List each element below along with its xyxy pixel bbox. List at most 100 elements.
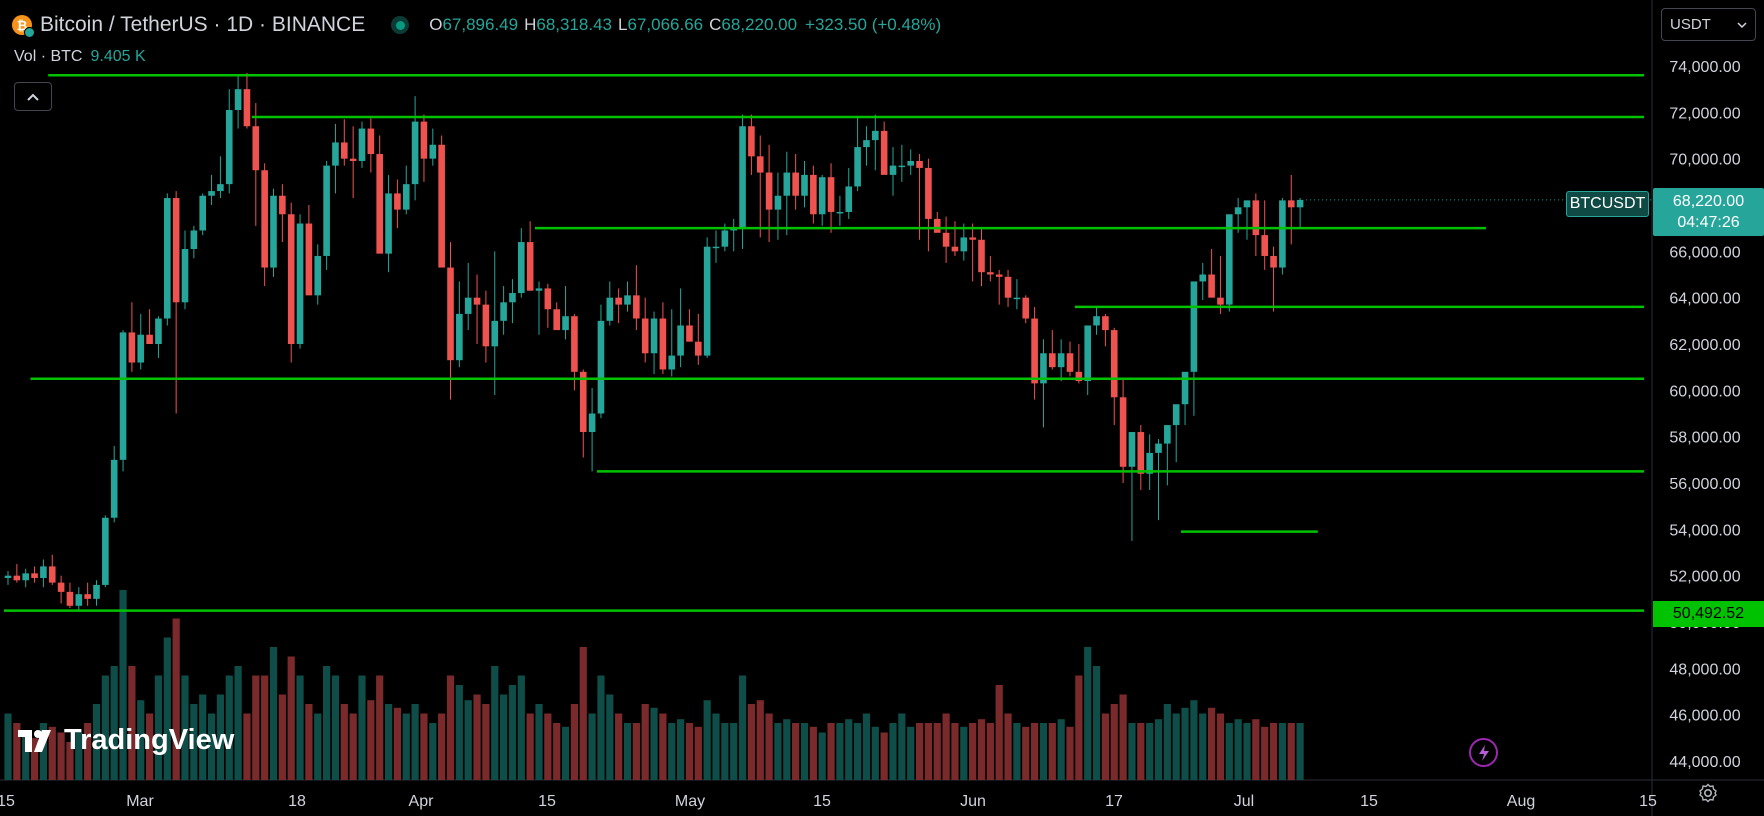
- gear-icon[interactable]: [1698, 783, 1718, 803]
- volume-bar: [482, 704, 490, 780]
- candle-body: [1287, 200, 1295, 208]
- candle-body: [447, 267, 454, 361]
- candle-body: [261, 170, 268, 268]
- candle-body: [1181, 371, 1189, 405]
- volume-bar: [57, 732, 65, 780]
- chevron-down-icon: [1737, 21, 1747, 28]
- volume-bar: [269, 647, 278, 780]
- volume-bar: [977, 719, 986, 780]
- candle-body: [234, 89, 242, 111]
- currency-selector[interactable]: USDT: [1661, 8, 1756, 41]
- volume-bar: [1163, 704, 1171, 780]
- volume-bar: [92, 704, 101, 780]
- candle-body: [137, 334, 145, 363]
- volume-bar: [1075, 675, 1083, 780]
- volume-bar: [287, 656, 295, 780]
- volume-bar: [331, 675, 340, 780]
- candle-body: [1057, 353, 1065, 368]
- x-tick-label: 18: [288, 793, 306, 810]
- candle-body: [1031, 318, 1038, 384]
- volume-bar: [632, 723, 640, 780]
- volume-bar: [907, 726, 915, 780]
- candle-body: [916, 160, 923, 168]
- candle-body: [270, 195, 277, 268]
- candle-body: [1075, 371, 1083, 382]
- candle-body: [978, 239, 985, 273]
- volume-bar: [694, 726, 702, 780]
- candle-body: [75, 594, 83, 606]
- candle-body: [1137, 432, 1145, 474]
- candle-body: [925, 167, 932, 219]
- candle-body: [898, 165, 906, 168]
- candle-body: [314, 255, 322, 296]
- candle-body: [863, 140, 870, 148]
- y-tick-label: 56,000.00: [1669, 476, 1740, 493]
- volume-bar: [1172, 713, 1180, 780]
- volume-bar: [376, 675, 384, 780]
- candle-body: [668, 355, 676, 370]
- volume-bar: [101, 675, 109, 780]
- volume-bar: [960, 726, 968, 780]
- volume-bar: [1031, 723, 1039, 780]
- candle-body: [341, 142, 348, 159]
- candle-body: [66, 591, 74, 606]
- volume-bar: [685, 723, 694, 780]
- volume-bar: [995, 685, 1003, 780]
- candle-body: [765, 172, 773, 210]
- candle-body: [872, 130, 879, 141]
- volume-bar: [845, 719, 853, 780]
- last-price: 68,220.00: [1672, 193, 1745, 210]
- candle-body: [84, 594, 91, 599]
- volume-bar: [561, 726, 570, 780]
- candle-body: [296, 223, 304, 344]
- volume-bar: [1208, 707, 1216, 780]
- candle-body: [102, 517, 109, 585]
- volume-bar: [323, 666, 331, 780]
- volume-bar: [128, 666, 136, 780]
- candle-body: [385, 193, 392, 254]
- volume-bar: [1154, 719, 1163, 780]
- volume-bar: [438, 713, 446, 780]
- flash-icon[interactable]: [1469, 738, 1498, 767]
- candle-body: [810, 174, 817, 215]
- volume-bar: [393, 707, 401, 780]
- volume-bar: [615, 713, 623, 780]
- volume-bar: [544, 713, 552, 780]
- volume-bar: [1199, 713, 1207, 780]
- volume-bar: [1146, 723, 1154, 780]
- volume-bar: [252, 675, 260, 780]
- candle-body: [792, 172, 799, 196]
- candle-body: [438, 144, 445, 268]
- y-tick-label: 62,000.00: [1669, 337, 1740, 354]
- symbol-title[interactable]: Bitcoin / TetherUS · 1D · BINANCE: [40, 13, 366, 36]
- volume-bar: [137, 700, 145, 780]
- volume-bar: [1287, 723, 1295, 780]
- tradingview-logo[interactable]: TradingView: [18, 724, 234, 757]
- collapse-legend-button[interactable]: [14, 82, 52, 111]
- candle-body: [482, 304, 490, 347]
- volume-legend[interactable]: Vol · BTC 9.405 K: [14, 48, 146, 65]
- volume-bar: [1013, 723, 1021, 780]
- volume-bar: [278, 694, 286, 780]
- candle-body: [376, 154, 383, 254]
- volume-bar: [314, 713, 322, 780]
- volume-bar: [1278, 723, 1286, 780]
- candle-body: [491, 320, 499, 347]
- volume-bar: [668, 723, 676, 780]
- y-tick-label: 70,000.00: [1669, 152, 1740, 169]
- candle-body: [960, 237, 968, 252]
- candle-body: [1270, 255, 1277, 268]
- volume-bar: [119, 590, 127, 780]
- bitcoin-coin-icon: ₿: [12, 15, 35, 38]
- change-readout: +323.50 (+0.48%): [805, 15, 942, 34]
- symbol-badge: BTCUSDT: [1566, 191, 1649, 217]
- market-open-status-icon[interactable]: [391, 16, 410, 34]
- volume-bar: [207, 713, 216, 780]
- candle-body: [146, 334, 153, 344]
- x-tick-label: 15: [813, 793, 831, 810]
- volume-bar: [190, 704, 198, 780]
- volume-bar: [84, 723, 92, 780]
- volume-bar: [1022, 726, 1030, 780]
- volume-bar: [659, 713, 667, 780]
